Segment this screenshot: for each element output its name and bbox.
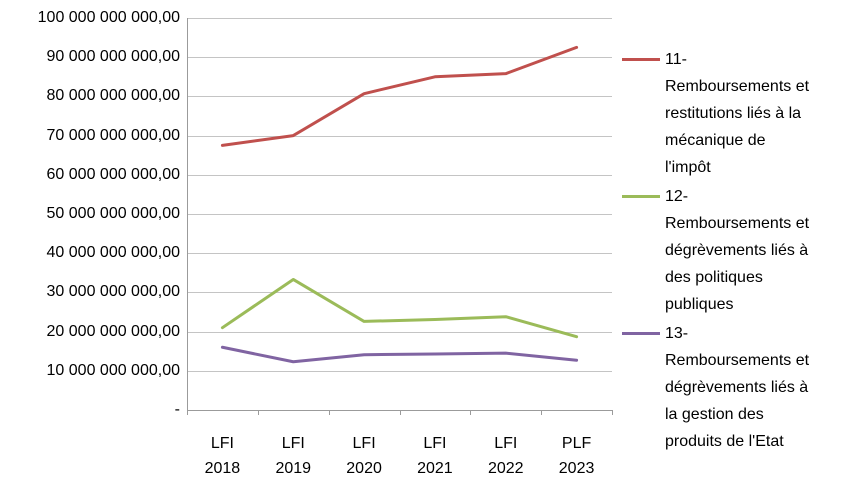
x-axis-tick-label: LFI 2020 xyxy=(328,431,400,481)
y-axis-tick-label: - xyxy=(174,401,180,418)
x-axis-tick-label-line: LFI xyxy=(423,435,447,452)
legend-label-line: la gestion des xyxy=(665,406,764,423)
legend-label-line: 11- xyxy=(665,51,687,68)
y-axis-tick-label: 10 000 000 000,00 xyxy=(46,361,180,379)
x-axis-tick-label-line: LFI xyxy=(210,435,234,452)
x-axis-tick-label: LFI 2019 xyxy=(257,431,329,481)
x-axis-tick-label: PLF 2023 xyxy=(541,431,613,481)
legend-label: 11- Remboursements et restitutions liés à … xyxy=(665,46,809,181)
y-axis-tick-label: 60 000 000 000,00 xyxy=(46,165,180,183)
x-axis-tick-label-line: LFI xyxy=(281,435,305,452)
legend-line-marker xyxy=(622,332,660,335)
series-line-1 xyxy=(220,45,579,147)
legend-line-marker xyxy=(622,195,660,198)
legend-label-line: Remboursements et xyxy=(665,215,810,232)
x-axis-tick-label-line: 2023 xyxy=(558,460,595,477)
legend-label-line: dégrèvements liés à xyxy=(665,379,809,396)
legend-line-marker xyxy=(622,58,660,61)
x-axis-tick-label-line: 2021 xyxy=(417,460,453,477)
y-axis-tick-label: 20 000 000 000,00 xyxy=(46,322,180,340)
legend-entry: 11- Remboursements et restitutions liés à … xyxy=(622,46,859,181)
legend-label: 12- Remboursements et dégrèvements liés à d… xyxy=(665,183,809,318)
legend-label-line: des politiques xyxy=(665,269,763,286)
legend-label-line: dégrèvements liés à xyxy=(665,242,809,259)
x-axis-tick-label-line: 2022 xyxy=(487,460,524,477)
plot-area xyxy=(187,18,613,415)
legend-label-line: Remboursements et xyxy=(665,352,810,369)
x-axis-tick-label: LFI 2022 xyxy=(470,431,542,481)
legend-label-line: 12- xyxy=(665,188,689,205)
y-axis-tick-label: 80 000 000 000,00 xyxy=(46,87,180,105)
legend-label-line: l'impôt xyxy=(665,159,711,176)
legend-label-line: publiques xyxy=(665,296,734,313)
series-line-3 xyxy=(220,345,579,364)
legend-label-line: 13- xyxy=(665,325,689,342)
x-axis-tick-label-line: 2020 xyxy=(346,460,382,477)
legend-label-line: produits de l'Etat xyxy=(665,433,784,450)
x-axis-tick-label: LFI 2018 xyxy=(186,431,258,481)
legend-entry: 13- Remboursements et dégrèvements liés à l… xyxy=(622,320,859,455)
x-axis-tick-label-line: 2018 xyxy=(204,460,241,477)
y-axis-tick-label: 100 000 000 000,00 xyxy=(37,9,180,26)
legend-label-line: restitutions liés à la xyxy=(665,105,802,122)
series-line-2 xyxy=(220,277,579,339)
x-axis-tick-label-line: LFI xyxy=(494,435,518,452)
legend-label-line: mécanique de xyxy=(665,132,766,149)
x-axis-tick-label-line: PLF xyxy=(561,435,592,452)
legend-entry: 12- Remboursements et dégrèvements liés à d… xyxy=(622,183,859,318)
y-axis-tick-label: 70 000 000 000,00 xyxy=(46,126,180,144)
legend-label: 13- Remboursements et dégrèvements liés à l… xyxy=(665,320,809,455)
x-axis-tick-label-line: LFI xyxy=(352,435,376,452)
x-axis-tick-label: LFI 2021 xyxy=(399,431,471,481)
y-axis-tick-label: 30 000 000 000,00 xyxy=(46,283,180,301)
y-axis-tick-label: 40 000 000 000,00 xyxy=(46,244,180,262)
legend-label-line: Remboursements et xyxy=(665,78,810,95)
x-axis-tick-label-line: 2019 xyxy=(275,460,312,477)
y-axis-tick-label: 90 000 000 000,00 xyxy=(46,48,180,66)
legend: 11- Remboursements et restitutions liés à … xyxy=(622,46,859,457)
y-axis-tick-label: 50 000 000 000,00 xyxy=(46,205,180,222)
